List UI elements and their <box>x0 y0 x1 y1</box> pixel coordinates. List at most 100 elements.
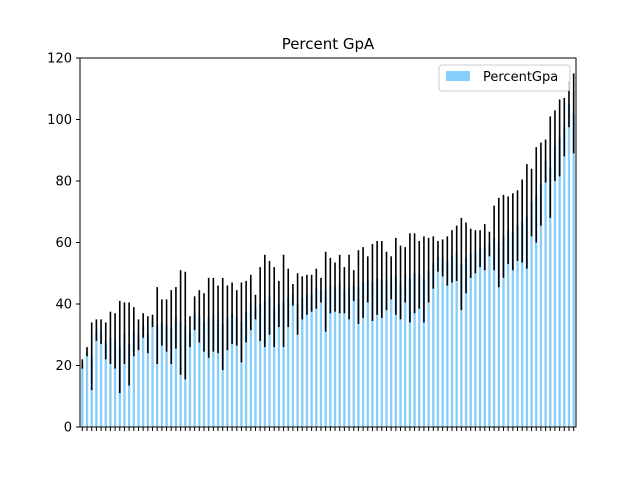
bar <box>413 273 416 427</box>
bar <box>156 325 159 427</box>
bar <box>188 331 192 427</box>
bar <box>572 113 575 427</box>
bar <box>160 322 164 427</box>
bar <box>113 340 117 427</box>
bar <box>240 322 243 427</box>
bar <box>371 282 374 427</box>
bar <box>109 337 112 427</box>
bar <box>226 317 229 427</box>
bar <box>404 274 407 427</box>
bar <box>212 314 215 427</box>
bar <box>567 104 571 428</box>
bar <box>502 236 505 427</box>
bar <box>282 300 285 427</box>
bar <box>249 302 252 427</box>
bar <box>305 294 309 427</box>
bar <box>273 307 276 427</box>
bar <box>478 248 482 427</box>
legend-box <box>438 64 571 92</box>
bar <box>408 277 412 427</box>
bar <box>258 304 262 427</box>
legend-label: PercentGpa <box>483 70 558 85</box>
bar <box>170 327 173 427</box>
bar <box>291 294 295 427</box>
bar <box>296 304 299 427</box>
bar <box>361 282 365 427</box>
bar <box>216 319 220 428</box>
bar <box>530 202 533 427</box>
bars-group <box>81 104 575 428</box>
plot-frame <box>79 57 577 428</box>
bar <box>366 279 369 427</box>
bar <box>329 285 332 427</box>
bar <box>432 262 435 427</box>
bar <box>99 331 103 427</box>
bar <box>221 323 224 427</box>
bar <box>315 288 318 428</box>
bar <box>492 237 496 427</box>
y-tick-label: 100 <box>47 113 72 128</box>
bar <box>123 333 126 427</box>
bar <box>198 316 201 427</box>
bar <box>193 313 196 427</box>
bar <box>174 317 178 427</box>
bar <box>441 257 444 428</box>
bar <box>563 127 566 427</box>
bar <box>95 330 98 427</box>
bar <box>230 313 234 427</box>
bar <box>497 242 500 427</box>
bar <box>202 322 206 427</box>
bar <box>254 307 257 427</box>
bar <box>347 287 351 427</box>
bar <box>483 247 486 427</box>
bar <box>525 216 529 427</box>
bar <box>450 256 454 427</box>
bar <box>436 256 440 427</box>
bar <box>104 340 107 427</box>
bar <box>319 290 323 427</box>
bar <box>277 304 281 427</box>
legend-swatch <box>446 71 470 81</box>
bar <box>81 363 84 427</box>
bar <box>535 194 538 427</box>
y-axis: 0 20 40 60 80 100 120 <box>47 52 80 436</box>
bar <box>511 231 514 427</box>
bar <box>268 297 271 427</box>
y-tick-label: 40 <box>55 298 72 313</box>
bar <box>399 282 402 427</box>
bar <box>207 317 210 427</box>
bar <box>418 274 421 427</box>
bar <box>539 184 543 427</box>
bar <box>343 290 346 427</box>
error-bars-group <box>81 73 575 394</box>
bar <box>553 145 557 427</box>
bar <box>385 280 388 427</box>
y-tick-label: 20 <box>55 359 72 374</box>
bar <box>357 287 360 427</box>
x-axis <box>81 427 575 431</box>
bar <box>165 325 168 427</box>
bar <box>235 317 238 427</box>
bar <box>263 300 266 427</box>
y-tick-label: 80 <box>55 175 72 190</box>
bar <box>474 251 477 427</box>
bar <box>488 244 491 427</box>
bar <box>427 270 430 427</box>
y-tick-label: 60 <box>55 236 72 251</box>
legend: PercentGpa <box>438 64 571 92</box>
bar <box>338 284 341 427</box>
bar <box>394 276 398 427</box>
chart-title: Percent GpA <box>282 35 375 53</box>
bar <box>333 287 337 427</box>
y-tick-label: 120 <box>47 52 72 67</box>
bar <box>521 220 524 427</box>
bar <box>380 279 383 427</box>
bar <box>324 291 327 427</box>
bar <box>469 253 472 427</box>
bar <box>132 331 135 427</box>
bar <box>544 161 547 427</box>
bar <box>146 334 150 427</box>
y-tick-label: 0 <box>64 421 72 436</box>
bar <box>558 137 561 427</box>
